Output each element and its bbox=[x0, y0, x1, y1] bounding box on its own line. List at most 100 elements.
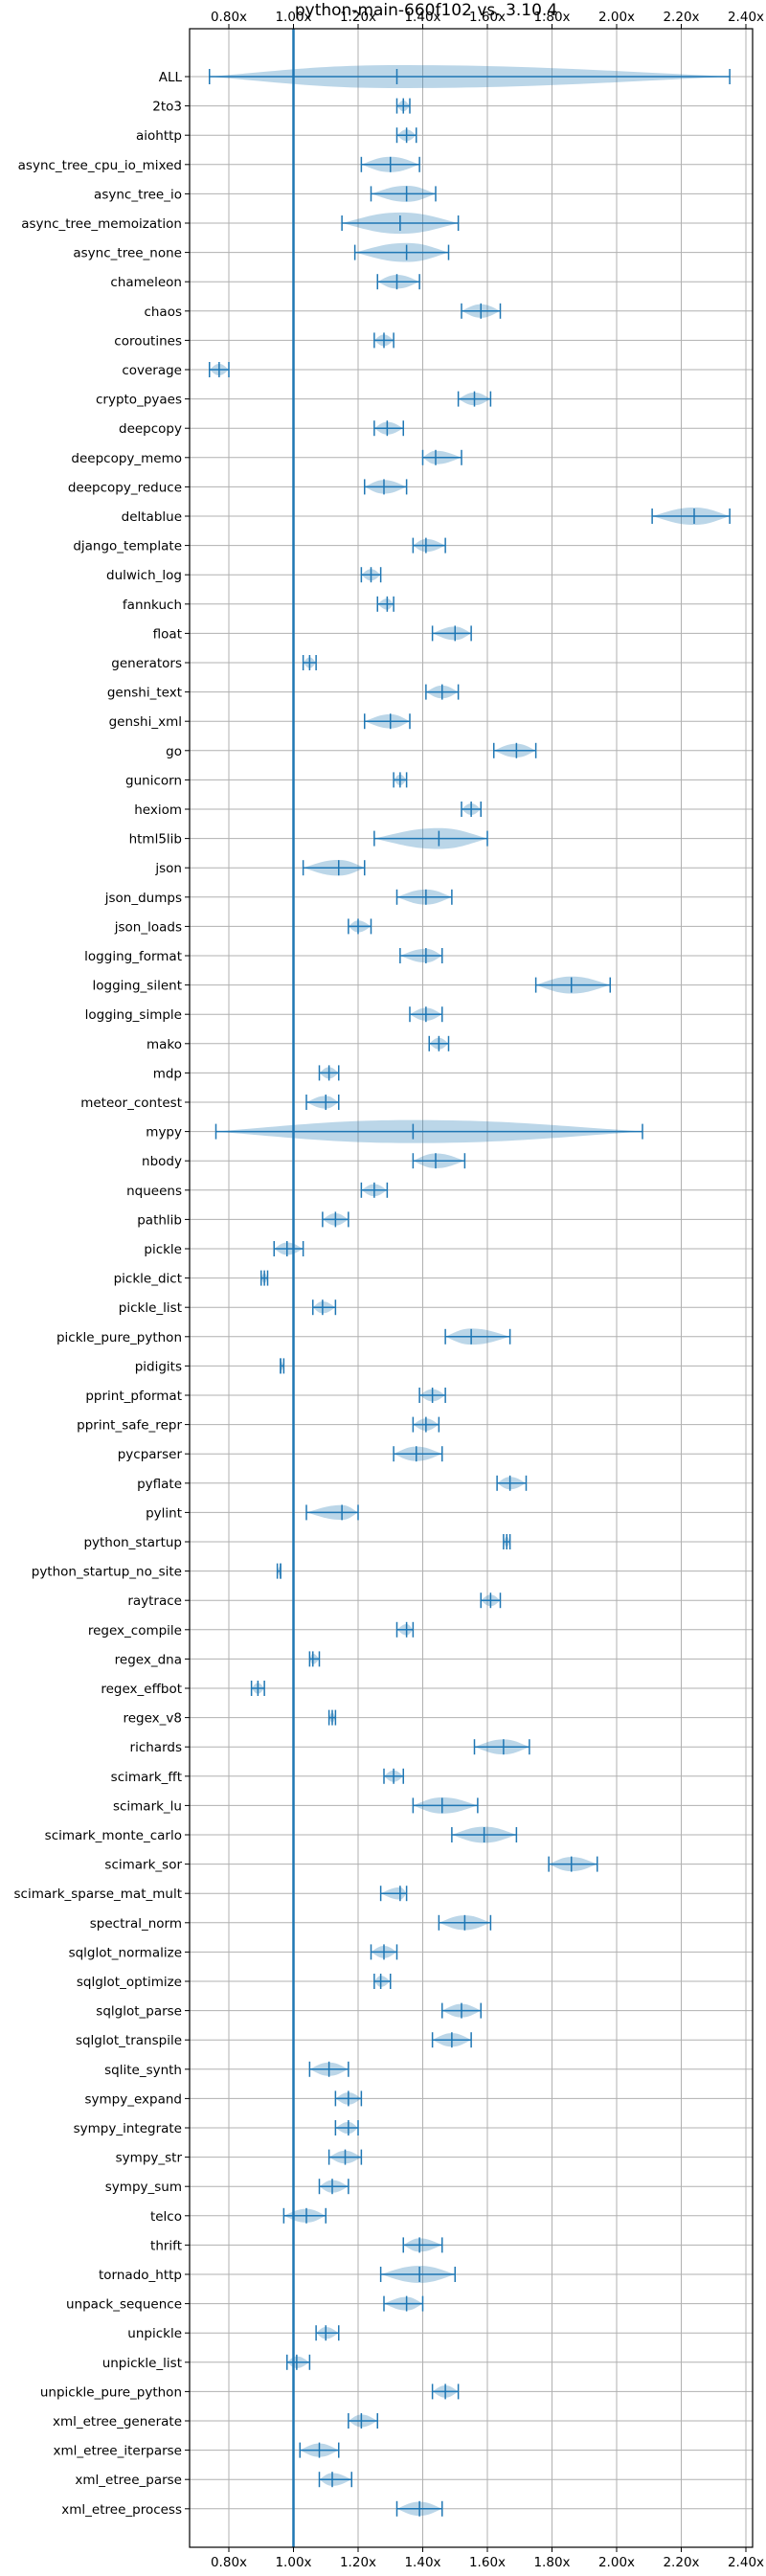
benchmark-label: richards bbox=[130, 1740, 182, 1755]
benchmark-label: async_tree_memoization bbox=[21, 216, 182, 232]
benchmark-label: pickle_dict bbox=[114, 1272, 182, 1287]
benchmark-label: pylint bbox=[146, 1505, 182, 1521]
benchmark-label: regex_v8 bbox=[123, 1711, 182, 1727]
benchmark-label: deepcopy_memo bbox=[71, 451, 182, 466]
violins bbox=[209, 65, 731, 2517]
benchmark-label: deltablue bbox=[122, 509, 182, 525]
tick-label-bottom: 1.60x bbox=[469, 2555, 506, 2570]
benchmark-label: float bbox=[153, 626, 182, 642]
benchmark-label: aiohttp bbox=[136, 128, 182, 144]
tick-label-bottom: 0.80x bbox=[211, 2555, 247, 2570]
benchmark-label: unpickle_list bbox=[102, 2356, 182, 2371]
benchmark-label: json_dumps bbox=[104, 891, 182, 906]
benchmark-label: sqlglot_parse bbox=[96, 2004, 182, 2020]
tick-label-top: 1.60x bbox=[469, 10, 506, 25]
tick-label-bottom: 2.00x bbox=[598, 2555, 635, 2570]
benchmark-label: json_loads bbox=[114, 919, 182, 935]
benchmark-label: tornado_http bbox=[99, 2268, 182, 2283]
benchmark-label: regex_compile bbox=[88, 1623, 182, 1638]
benchmark-label: 2to3 bbox=[152, 100, 182, 115]
tick-label-top: 1.40x bbox=[404, 10, 440, 25]
tick-label-bottom: 2.40x bbox=[728, 2555, 764, 2570]
benchmark-label: regex_effbot bbox=[101, 1682, 182, 1697]
benchmark-labels: ALL 2to3 aiohttp async_tree_cpu_io_mixedasy… bbox=[14, 70, 190, 2518]
tick-label-top: 2.20x bbox=[663, 10, 699, 25]
tick-label-bottom: 1.80x bbox=[533, 2555, 570, 2570]
benchmark-label: async_tree_io bbox=[94, 187, 182, 202]
benchmark-label: xml_etree_parse bbox=[75, 2473, 182, 2488]
benchmark-label: deepcopy bbox=[119, 421, 182, 437]
tick-label-top: 1.00x bbox=[275, 10, 311, 25]
benchmark-label: pprint_pformat bbox=[85, 1389, 182, 1404]
benchmark-label: pathlib bbox=[137, 1212, 182, 1228]
benchmark-label: scimark_sparse_mat_mult bbox=[14, 1887, 182, 1902]
benchmark-label: xml_etree_generate bbox=[53, 2414, 182, 2429]
benchmark-label: logging_silent bbox=[93, 979, 182, 994]
benchmark-label: xml_etree_iterparse bbox=[54, 2444, 183, 2459]
benchmark-label: chameleon bbox=[110, 275, 182, 290]
whiskers bbox=[209, 69, 731, 2517]
benchmark-label: async_tree_cpu_io_mixed bbox=[18, 158, 182, 173]
benchmark-label: meteor_contest bbox=[80, 1096, 182, 1111]
benchmark-label: sqlglot_optimize bbox=[77, 1975, 182, 1990]
benchmark-label: chaos bbox=[144, 305, 182, 320]
benchmark-label: logging_simple bbox=[85, 1007, 182, 1023]
tick-label-top: 2.40x bbox=[728, 10, 764, 25]
benchmark-label: pprint_safe_repr bbox=[77, 1418, 182, 1434]
benchmark-label: nbody bbox=[142, 1154, 182, 1169]
benchmark-label: scimark_sor bbox=[104, 1858, 182, 1873]
benchmark-label: deepcopy_reduce bbox=[68, 480, 182, 495]
benchmark-label: dulwich_log bbox=[106, 568, 182, 583]
benchmark-label: generators bbox=[111, 656, 182, 671]
benchmark-label: genshi_text bbox=[107, 686, 182, 701]
benchmark-label: mdp bbox=[153, 1066, 182, 1081]
top-axis: 0.80x 1.00x 1.20x 1.40x 1.60x 1.80x 2.00x 2.20x… bbox=[211, 10, 764, 29]
benchmark-label: unpickle_pure_python bbox=[40, 2384, 182, 2400]
benchmark-label: sqlite_synth bbox=[104, 2063, 182, 2078]
tick-label-top: 1.80x bbox=[533, 10, 570, 25]
grid-lines bbox=[190, 29, 753, 2547]
benchmark-label: unpickle bbox=[127, 2326, 182, 2341]
benchmark-label: pycparser bbox=[118, 1447, 183, 1462]
benchmark-label: sympy_integrate bbox=[74, 2121, 182, 2136]
benchmark-label: logging_format bbox=[84, 949, 182, 964]
benchmark-label: pidigits bbox=[135, 1359, 182, 1374]
benchmark-label: thrift bbox=[150, 2238, 182, 2253]
benchmark-label: scimark_monte_carlo bbox=[45, 1828, 182, 1843]
benchmark-label: sqlglot_transpile bbox=[76, 2033, 182, 2048]
plot-frame bbox=[189, 28, 754, 2548]
tick-label-top: 2.00x bbox=[598, 10, 635, 25]
benchmark-label: ALL bbox=[159, 70, 183, 85]
benchmark-label: raytrace bbox=[127, 1593, 182, 1609]
benchmark-label: scimark_fft bbox=[111, 1770, 182, 1785]
benchmark-label: nqueens bbox=[126, 1184, 182, 1199]
benchmark-label: hexiom bbox=[134, 802, 182, 818]
benchmark-label: unpack_sequence bbox=[66, 2297, 182, 2313]
benchmark-label: sympy_str bbox=[116, 2151, 183, 2166]
benchmark-label: pickle_list bbox=[119, 1300, 182, 1316]
benchmark-label: async_tree_none bbox=[73, 246, 182, 261]
chart-title: python-main-660f102 vs. 3.10.4 bbox=[295, 1, 557, 20]
benchmark-label: regex_dna bbox=[115, 1652, 182, 1667]
benchmark-label: sympy_sum bbox=[105, 2180, 182, 2195]
tick-label-top: 0.80x bbox=[211, 10, 247, 25]
benchmark-label: coverage bbox=[122, 363, 182, 378]
benchmark-label: spectral_norm bbox=[90, 1916, 182, 1932]
benchmark-label: coroutines bbox=[114, 333, 182, 349]
tick-label-bottom: 1.20x bbox=[340, 2555, 376, 2570]
benchmark-label: go bbox=[166, 744, 182, 759]
benchmark-label: pyflate bbox=[137, 1477, 182, 1492]
benchmark-label: gunicorn bbox=[125, 773, 182, 788]
benchmark-label: telco bbox=[150, 2209, 182, 2225]
benchmark-label: fannkuch bbox=[123, 598, 182, 613]
tick-label-top: 1.20x bbox=[340, 10, 376, 25]
benchmark-label: genshi_xml bbox=[109, 714, 182, 730]
benchmark-label: django_template bbox=[73, 539, 182, 554]
benchmark-label: scimark_lu bbox=[113, 1798, 182, 1814]
benchmark-label: mako bbox=[146, 1037, 182, 1052]
benchmark-label: crypto_pyaes bbox=[96, 393, 182, 408]
benchmark-label: mypy bbox=[146, 1125, 182, 1141]
benchmark-label: python_startup bbox=[83, 1535, 182, 1550]
bottom-axis: 0.80x 1.00x 1.20x 1.40x 1.60x 1.80x 2.00x 2.20x… bbox=[211, 2547, 764, 2570]
benchmark-label: pickle_pure_python bbox=[56, 1330, 182, 1345]
